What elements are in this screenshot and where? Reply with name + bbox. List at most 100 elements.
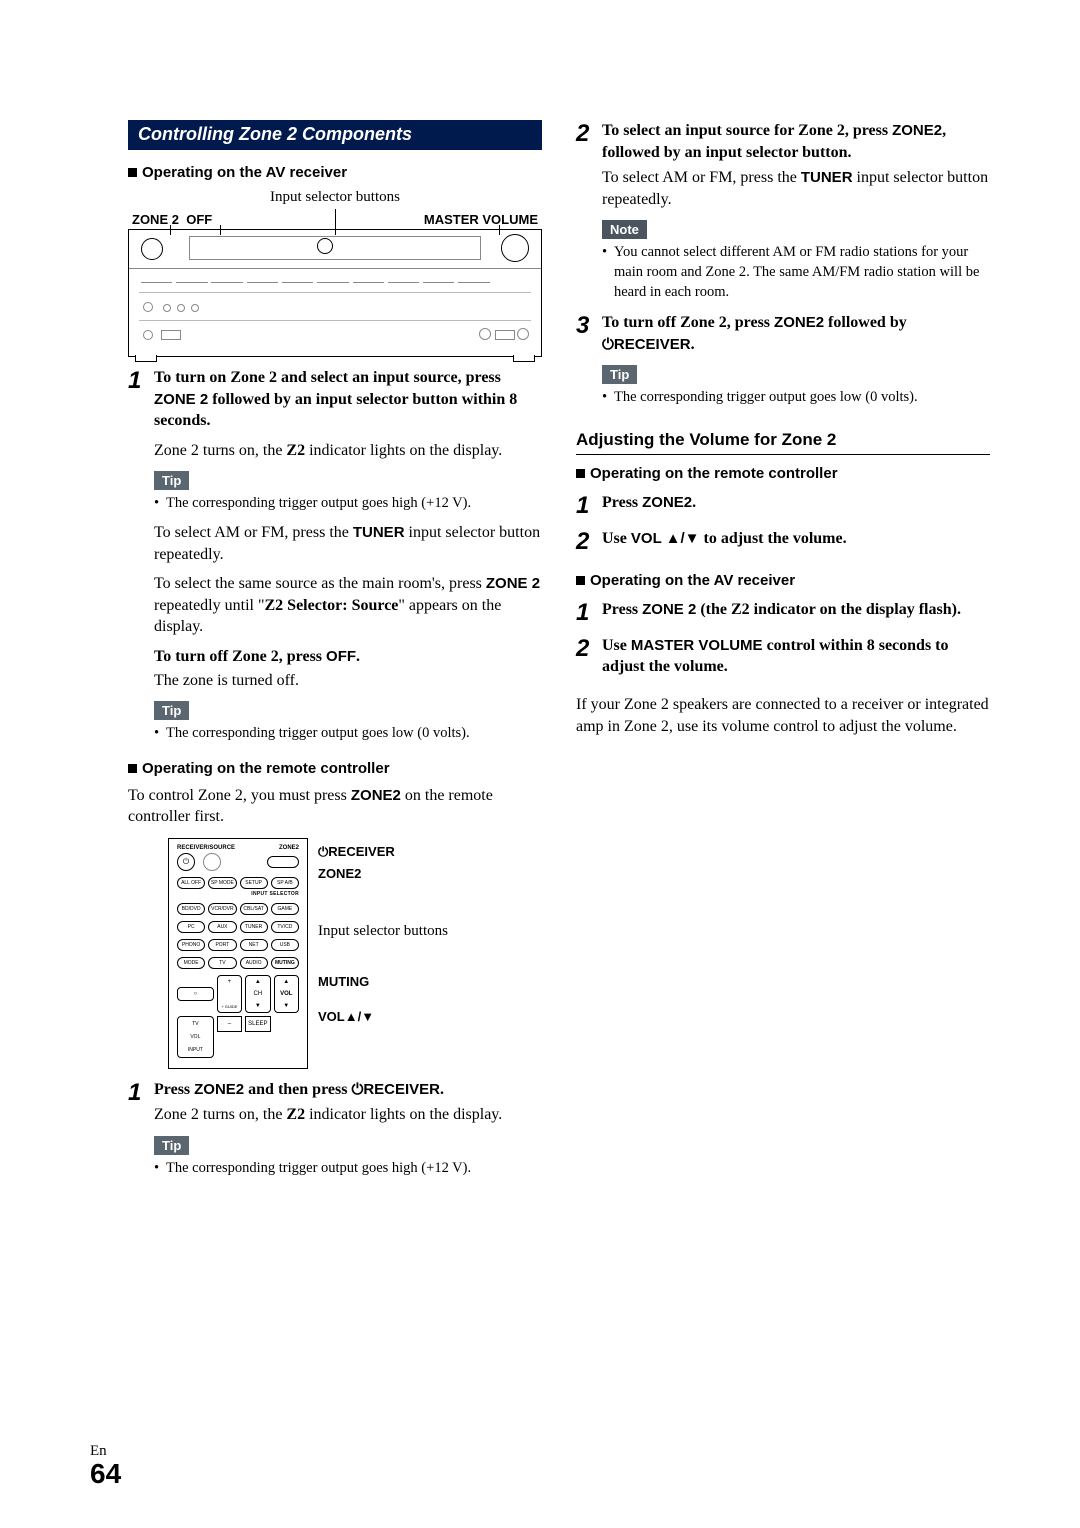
callout-muting: MUTING	[318, 974, 448, 989]
callout-receiver: ⏻⏻RECEIVERRECEIVER	[318, 844, 448, 860]
foot-icon	[513, 355, 535, 362]
foot-icon	[135, 355, 157, 362]
remote-btn: SETUP	[240, 877, 268, 889]
step-body: To select an input source for Zone 2, pr…	[602, 120, 990, 210]
callout-vol: VOL▲/▼	[318, 1009, 448, 1024]
step-body: Use VOL ▲/▼ to adjust the volume.	[602, 528, 990, 554]
remote-btn: ALL OFF	[177, 877, 205, 889]
step-number: 1	[128, 367, 154, 432]
square-bullet-icon	[576, 469, 585, 478]
jack-icon	[143, 330, 153, 340]
heading-adjust-volume: Adjusting the Volume for Zone 2	[576, 430, 990, 455]
square-bullet-icon	[576, 576, 585, 585]
remote-btn: TV	[208, 957, 236, 969]
paragraph: The zone is turned off.	[154, 670, 542, 692]
subhead-av-receiver: Operating on the AV receiver	[128, 164, 542, 181]
paragraph: Zone 2 turns on, the Z2 indicator lights…	[154, 440, 542, 462]
remote-btn: PC	[177, 921, 205, 933]
remote-btn: BD/DVD	[177, 903, 205, 915]
input-selector-label: INPUT SELECTOR	[177, 891, 299, 897]
square-bullet-icon	[128, 764, 137, 773]
remote-row: PC AUX TUNER TV/CD	[177, 921, 299, 933]
remote-btn-vol: ▲VOL▼	[274, 975, 299, 1013]
paragraph: To select AM or FM, press the TUNER inpu…	[154, 522, 542, 565]
step-body: Press ZONE2 and then press ⏻RECEIVER. Zo…	[154, 1079, 542, 1126]
subhead-remote: Operating on the remote controller	[128, 760, 542, 777]
subhead-text: Operating on the remote controller	[142, 760, 390, 777]
tip-badge: Tip	[154, 701, 189, 720]
section-title: Controlling Zone 2 Components	[128, 120, 542, 150]
remote-btn: ▲CH▼	[245, 975, 270, 1013]
step-body: To turn off Zone 2, press ZONE2 followed…	[602, 312, 990, 355]
paragraph: To control Zone 2, you must press ZONE2 …	[128, 785, 542, 828]
callout-zone2: ZONE2	[318, 866, 448, 881]
note-badge: Note	[602, 220, 647, 239]
footer-page-number: 64	[90, 1460, 121, 1488]
volume-knob-icon	[501, 234, 529, 262]
zone2-button-icon	[267, 856, 299, 868]
step-body: To turn on Zone 2 and select an input so…	[154, 367, 542, 432]
step-body: Use MASTER VOLUME control within 8 secon…	[602, 635, 990, 678]
remote-row: ALL OFF SP MODE SETUP SP A/B	[177, 877, 299, 889]
receiver-display-icon	[189, 236, 481, 260]
tip-bullet: The corresponding trigger output goes hi…	[154, 1159, 542, 1179]
step-number: 2	[576, 528, 602, 554]
remote-btn: AUDIO	[240, 957, 268, 969]
remote-btn: ○	[177, 987, 214, 1001]
subhead-av-2: Operating on the AV receiver	[576, 572, 990, 589]
tip-bullet: The corresponding trigger output goes lo…	[602, 388, 990, 408]
callout-input-selector: Input selector buttons	[318, 923, 448, 940]
remote-btn: ++ GUIDE	[217, 975, 242, 1013]
remote-btn: CBL/SAT	[240, 903, 268, 915]
receiver-power-icon: ⏻	[177, 853, 195, 871]
step-number: 2	[576, 120, 602, 210]
selector-row-icon	[139, 270, 531, 280]
jack-icon	[177, 304, 185, 312]
receiver-diagram	[128, 229, 542, 357]
remote-btn: MODE	[177, 957, 205, 969]
remote-btn: PORT	[208, 939, 236, 951]
left-column: Controlling Zone 2 Components Operating …	[128, 120, 542, 1179]
remote-tv-block: TVVOLINPUT	[177, 1016, 214, 1058]
remote-btn: NET	[240, 939, 268, 951]
remote-btn: TUNER	[240, 921, 268, 933]
step-3: 3 To turn off Zone 2, press ZONE2 follow…	[576, 312, 990, 355]
jack-icon	[163, 304, 171, 312]
remote-btn: AUX	[208, 921, 236, 933]
tip-bullet: The corresponding trigger output goes lo…	[154, 724, 542, 744]
step-number: 1	[576, 599, 602, 625]
remote-btn: SLEEP	[245, 1016, 270, 1032]
port-icon	[495, 330, 515, 340]
port-icon	[161, 330, 181, 340]
remote-btn: GAME	[271, 903, 299, 915]
remote-top-row: RECEIVER/SOURCE ZONE2	[177, 845, 299, 851]
remote-btn: PHONO	[177, 939, 205, 951]
remote-btn: USB	[271, 939, 299, 951]
remote-row: MODE TV AUDIO MUTING	[177, 957, 299, 969]
remote-diagram-wrap: RECEIVER/SOURCE ZONE2 ⏻ ALL OFF SP MODE …	[168, 838, 542, 1069]
remote-diagram: RECEIVER/SOURCE ZONE2 ⏻ ALL OFF SP MODE …	[168, 838, 308, 1069]
remote-btn: –	[217, 1016, 242, 1032]
step-2: 2 To select an input source for Zone 2, …	[576, 120, 990, 210]
step-lead: To turn on Zone 2 and select an input so…	[154, 369, 517, 429]
remote-btn: SP MODE	[208, 877, 236, 889]
jack-icon	[517, 328, 529, 340]
remote-btn: SP A/B	[271, 877, 299, 889]
subhead-text: Operating on the remote controller	[590, 465, 838, 482]
paragraph: To turn off Zone 2, press OFF.	[154, 646, 542, 668]
source-power-icon	[203, 853, 221, 871]
remote-btn: VCR/DVR	[208, 903, 236, 915]
remote-callouts: ⏻⏻RECEIVERRECEIVER ZONE2 Input selector …	[318, 838, 448, 1024]
step-number: 2	[576, 635, 602, 678]
label-zone2: ZONE 2 OFF	[132, 212, 212, 227]
paragraph: To select the same source as the main ro…	[154, 573, 542, 638]
step-body: Press ZONE2.	[602, 492, 990, 518]
vol-av-step-1: 1 Press ZONE 2 (the Z2 indicator on the …	[576, 599, 990, 625]
tip-badge: Tip	[154, 471, 189, 490]
remote-btn-muting: MUTING	[271, 957, 299, 969]
divider	[139, 320, 531, 321]
caption-input-selector: Input selector buttons	[128, 189, 542, 206]
page-footer: En 64	[90, 1443, 121, 1488]
page: Controlling Zone 2 Components Operating …	[0, 0, 1080, 1528]
step-number: 1	[576, 492, 602, 518]
